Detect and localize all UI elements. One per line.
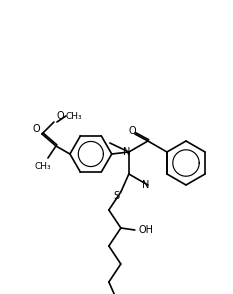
- Text: N: N: [142, 180, 150, 190]
- Text: S: S: [114, 191, 120, 201]
- Text: O: O: [128, 126, 136, 136]
- Text: CH₃: CH₃: [66, 111, 82, 121]
- Text: O: O: [32, 124, 40, 134]
- Text: N: N: [123, 147, 130, 157]
- Text: OH: OH: [139, 225, 154, 235]
- Text: O: O: [57, 111, 65, 121]
- Text: CH₃: CH₃: [35, 161, 51, 171]
